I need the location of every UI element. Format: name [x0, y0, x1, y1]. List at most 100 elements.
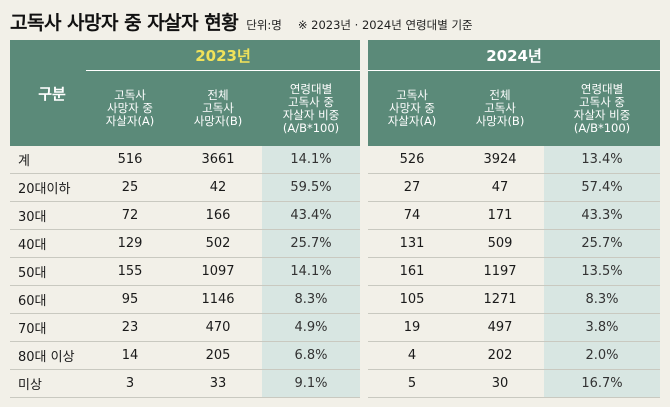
- value-cell: 105: [368, 285, 457, 314]
- value-cell: 19: [368, 313, 457, 342]
- column-header-line: 고독사 중: [579, 94, 626, 109]
- row-label: 30대: [10, 201, 86, 230]
- value-cell: 33: [174, 369, 262, 398]
- ratio-cell: 13.5%: [544, 257, 661, 286]
- column-header: 연령대별 고독사 중 자살자 비중 (A/B*100): [262, 70, 361, 146]
- value-cell: 202: [456, 341, 545, 370]
- value-cell: 27: [368, 173, 457, 202]
- gap-cell: [360, 258, 368, 286]
- ratio-cell: 57.4%: [544, 173, 661, 202]
- column-header-line: 고독사: [484, 101, 516, 115]
- row-label: 20대이하: [10, 173, 86, 202]
- value-cell: 161: [368, 257, 457, 286]
- column-header-line: 고독사: [396, 88, 428, 102]
- year-2024: 2024년: [368, 40, 661, 71]
- column-header-line: 자살자(A): [105, 114, 155, 128]
- value-cell: 516: [86, 146, 174, 174]
- value-cell: 72: [86, 201, 174, 230]
- table-row: 70대 23 470 4.9% 19 497 3.8%: [10, 313, 661, 342]
- column-header-line: 전체: [207, 88, 229, 102]
- row-label: 70대: [10, 313, 86, 342]
- value-cell: 1197: [456, 257, 545, 286]
- row-label: 계: [10, 146, 86, 174]
- ratio-cell: 9.1%: [262, 369, 361, 398]
- ratio-cell: 3.8%: [544, 313, 661, 342]
- gap: [360, 40, 369, 146]
- gap-cell: [360, 174, 368, 202]
- table-row: 80대 이상 14 205 6.8% 4 202 2.0%: [10, 341, 661, 370]
- gap-cell: [360, 202, 368, 230]
- table-row: 40대 129 502 25.7% 131 509 25.7%: [10, 229, 661, 258]
- note-label: ※ 2023년 · 2024년 연령대별 기준: [297, 18, 473, 32]
- column-header: 고독사 사망자 중 자살자(A): [86, 70, 174, 146]
- value-cell: 3661: [174, 146, 262, 174]
- table-row: 20대이하 25 42 59.5% 27 47 57.4%: [10, 173, 661, 202]
- value-cell: 470: [174, 313, 262, 342]
- column-header: 전체 고독사 사망자(B): [174, 70, 262, 146]
- value-cell: 509: [456, 229, 545, 258]
- column-header-line: (A/B*100): [573, 120, 631, 135]
- year-2023: 2023년: [86, 40, 361, 71]
- ratio-cell: 14.1%: [262, 257, 361, 286]
- column-header-line: 자살자(A): [387, 114, 437, 128]
- page-title: 고독사 사망자 중 자살자 현황: [10, 12, 239, 34]
- ratio-cell: 59.5%: [262, 173, 361, 202]
- gap-cell: [360, 370, 368, 398]
- value-cell: 42: [174, 173, 262, 202]
- ratio-cell: 6.8%: [262, 341, 361, 370]
- value-cell: 3: [86, 369, 174, 398]
- row-label: 60대: [10, 285, 86, 314]
- header: 고독사 사망자 중 자살자 현황 단위:명 ※ 2023년 · 2024년 연령…: [10, 8, 473, 38]
- ratio-cell: 16.7%: [544, 369, 661, 398]
- ratio-cell: 25.7%: [262, 229, 361, 258]
- ratio-cell: 4.9%: [262, 313, 361, 342]
- value-cell: 14: [86, 341, 174, 370]
- ratio-cell: 2.0%: [544, 341, 661, 370]
- table-row: 60대 95 1146 8.3% 105 1271 8.3%: [10, 285, 661, 314]
- value-cell: 497: [456, 313, 545, 342]
- column-header-line: 고독사: [202, 101, 234, 115]
- value-cell: 95: [86, 285, 174, 314]
- column-header: 고독사 사망자 중 자살자(A): [368, 70, 457, 146]
- ratio-cell: 43.3%: [544, 201, 661, 230]
- gap-cell: [360, 146, 368, 174]
- column-header-line: 연령대별: [289, 81, 333, 96]
- column-header-line: (A/B*100): [282, 120, 340, 135]
- table-row: 50대 155 1097 14.1% 161 1197 13.5%: [10, 257, 661, 286]
- column-header-line: 고독사: [114, 88, 146, 102]
- table-row: 계 516 3661 14.1% 526 3924 13.4%: [10, 146, 661, 174]
- row-label: 미상: [10, 369, 86, 398]
- table-row: 30대 72 166 43.4% 74 171 43.3%: [10, 201, 661, 230]
- value-cell: 166: [174, 201, 262, 230]
- column-header-line: 자살자 비중: [282, 107, 340, 122]
- ratio-cell: 25.7%: [544, 229, 661, 258]
- value-cell: 205: [174, 341, 262, 370]
- column-header-line: 사망자 중: [389, 101, 435, 115]
- gap-cell: [360, 342, 368, 370]
- value-cell: 131: [368, 229, 457, 258]
- unit-label: 단위:명: [246, 18, 282, 32]
- value-cell: 4: [368, 341, 457, 370]
- value-cell: 1146: [174, 285, 262, 314]
- column-header-line: 사망자 중: [107, 101, 153, 115]
- gap-cell: [360, 230, 368, 258]
- value-cell: 47: [456, 173, 545, 202]
- ratio-cell: 8.3%: [262, 285, 361, 314]
- ratio-cell: 14.1%: [262, 146, 361, 174]
- value-cell: 129: [86, 229, 174, 258]
- row-label: 80대 이상: [10, 341, 86, 370]
- value-cell: 30: [456, 369, 545, 398]
- value-cell: 3924: [456, 146, 545, 174]
- value-cell: 526: [368, 146, 457, 174]
- column-header-line: 자살자 비중: [573, 107, 631, 122]
- value-cell: 25: [86, 173, 174, 202]
- value-cell: 5: [368, 369, 457, 398]
- row-label: 50대: [10, 257, 86, 286]
- column-header-line: 사망자(B): [475, 114, 525, 128]
- column-header: 연령대별 고독사 중 자살자 비중 (A/B*100): [544, 70, 661, 146]
- value-cell: 502: [174, 229, 262, 258]
- row-header: 구분: [10, 40, 86, 146]
- column-header: 전체 고독사 사망자(B): [456, 70, 545, 146]
- value-cell: 1271: [456, 285, 545, 314]
- column-header-line: 사망자(B): [193, 114, 243, 128]
